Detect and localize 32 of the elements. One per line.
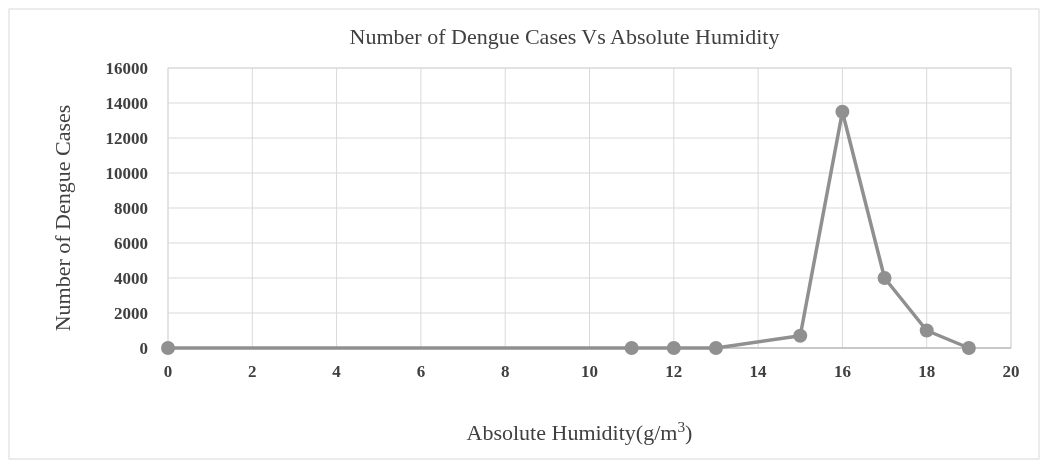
point xyxy=(961,341,976,355)
point xyxy=(708,341,723,355)
point xyxy=(666,341,681,355)
x-tick-label: 6 xyxy=(416,362,426,381)
x-tick-label: 10 xyxy=(581,362,598,381)
point xyxy=(835,104,850,119)
chart-title: Number of Dengue Cases Vs Absolute Humidity xyxy=(349,24,780,49)
y-tick-label: 0 xyxy=(139,339,148,358)
point xyxy=(793,328,808,343)
x-tick-label: 4 xyxy=(332,362,342,381)
y-tick-label: 10000 xyxy=(105,164,148,183)
y-tick-label: 4000 xyxy=(114,269,148,288)
x-tick-label: 8 xyxy=(500,362,510,381)
x-axis-title: Absolute Humidity(g/m$^{3}$) xyxy=(466,417,693,445)
x-tick-label: 2 xyxy=(248,362,257,381)
y-tick-label: 6000 xyxy=(114,234,148,253)
point xyxy=(877,271,892,285)
y-tick-label: 14000 xyxy=(105,94,148,113)
y-tick-label: 16000 xyxy=(105,59,148,78)
point xyxy=(624,341,639,355)
x-tick-label: 12 xyxy=(665,362,683,381)
x-tick-label: 18 xyxy=(918,362,936,381)
y-tick-label: 2000 xyxy=(114,304,148,323)
y-tick-label: 12000 xyxy=(105,129,148,148)
point xyxy=(919,323,934,338)
y-axis-title: Number of Dengue Cases xyxy=(50,104,75,332)
point xyxy=(161,341,175,355)
x-tick-label: 16 xyxy=(833,362,851,381)
x-tick-label: 0 xyxy=(163,362,173,381)
y-tick-label: 8000 xyxy=(114,199,148,218)
x-tick-label: 14 xyxy=(749,362,768,381)
x-tick-label: 20 xyxy=(1002,362,1020,381)
